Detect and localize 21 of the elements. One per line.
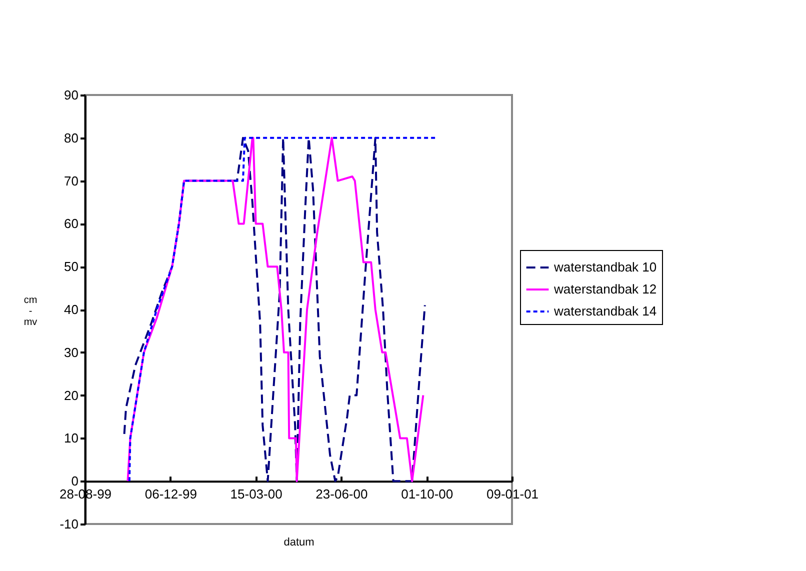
- x-tick-label: 06-12-99: [144, 486, 197, 502]
- y-tick-label: 90: [64, 88, 78, 102]
- x-tick-label: 09-01-01: [486, 486, 539, 502]
- y-tick-label: 80: [64, 130, 78, 146]
- x-tick-label: 23-06-00: [316, 486, 368, 502]
- y-tick-label: 50: [64, 259, 78, 274]
- x-tick-label: 15-03-00: [230, 486, 282, 502]
- legend-label: waterstandbak 12: [553, 282, 657, 296]
- y-tick-label: 0: [71, 474, 78, 489]
- y-tick-label: -10: [60, 516, 78, 532]
- y-tick-label: 30: [64, 344, 78, 360]
- y-tick-label: 70: [64, 173, 78, 188]
- y-tick-label: 40: [64, 302, 78, 317]
- y-tick-label: 20: [64, 388, 78, 403]
- legend-label: waterstandbak 10: [553, 260, 657, 274]
- y-tick-label: 10: [64, 430, 78, 446]
- y-axis-title: cm - mv: [24, 295, 38, 328]
- x-axis-title: datum: [284, 536, 314, 548]
- y-tick-label: 60: [64, 216, 78, 232]
- x-tick-label: 01-10-00: [401, 486, 454, 502]
- legend-label: waterstandbak 14: [553, 304, 657, 318]
